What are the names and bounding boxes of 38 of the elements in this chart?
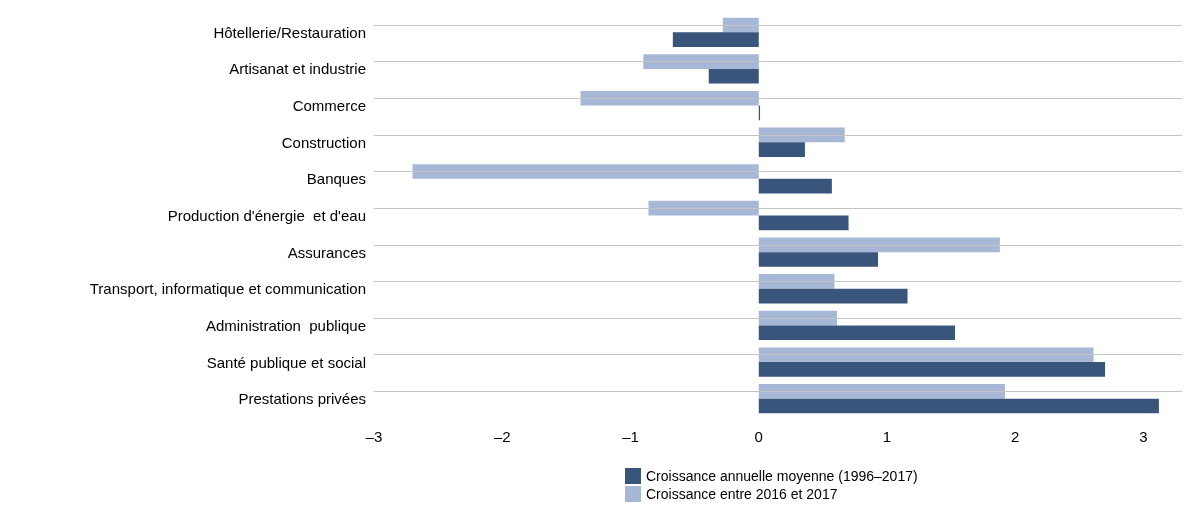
y-tick-label: Banques — [306, 170, 366, 188]
bar — [758, 237, 1000, 253]
bar — [758, 398, 1159, 414]
y-tick-label: Construction — [281, 133, 366, 151]
x-tick-label: 0 — [754, 428, 763, 445]
bar — [412, 164, 759, 179]
bar — [758, 252, 879, 267]
y-tick-label: Santé publique et social — [206, 353, 366, 371]
x-tick-label: –1 — [622, 428, 639, 445]
y-tick-label: Assurances — [287, 243, 366, 261]
y-tick-label: Artisanat et industrie — [229, 60, 366, 78]
y-tick-label: Commerce — [292, 97, 366, 115]
bar — [758, 288, 908, 304]
bar — [758, 362, 1106, 377]
y-tick-label: Transport, informatique et communication — [89, 280, 366, 298]
x-tick-label: –3 — [365, 428, 383, 445]
y-tick-label: Production d'énergie et d'eau — [167, 207, 366, 224]
bar — [643, 54, 759, 69]
bar — [672, 32, 759, 47]
y-tick-label: Prestations privées — [238, 390, 366, 408]
y-tick-label: Administration publique — [205, 316, 366, 334]
x-tick-label: 1 — [882, 428, 892, 445]
bar — [758, 178, 832, 194]
bar — [758, 347, 1094, 363]
x-tick-label: 2 — [1011, 428, 1020, 445]
bar — [758, 142, 805, 157]
bar — [758, 384, 1006, 399]
bar — [758, 274, 835, 289]
bar — [580, 90, 759, 106]
bar — [648, 200, 759, 216]
x-tick-label: –2 — [493, 428, 511, 445]
legend-label: Croissance annuelle moyenne (1996–2017) — [646, 468, 918, 484]
legend-label: Croissance entre 2016 et 2017 — [646, 486, 838, 502]
x-tick-label: 3 — [1139, 428, 1148, 445]
bar — [758, 325, 955, 341]
y-tick-label: Hôtellerie/Restauration — [213, 23, 366, 41]
bar — [758, 215, 849, 231]
bar — [708, 68, 759, 84]
